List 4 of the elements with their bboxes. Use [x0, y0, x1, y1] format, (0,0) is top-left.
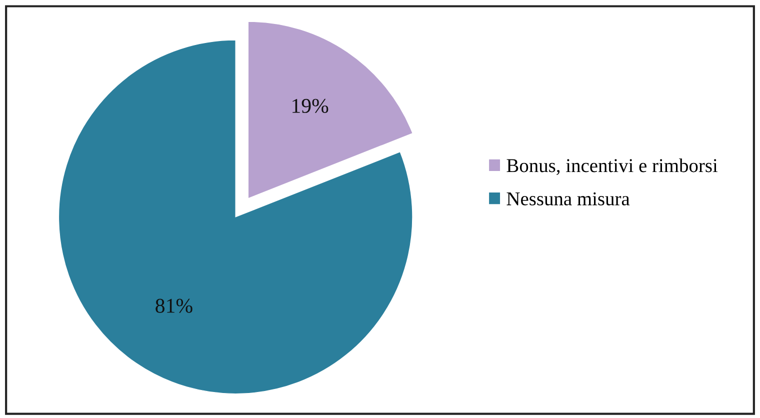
- data-label: 19%: [292, 98, 328, 113]
- legend-label: Bonus, incentivi e rimborsi: [506, 158, 718, 175]
- legend-label: Nessuna misura: [506, 192, 630, 206]
- data-label: 81%: [156, 298, 192, 313]
